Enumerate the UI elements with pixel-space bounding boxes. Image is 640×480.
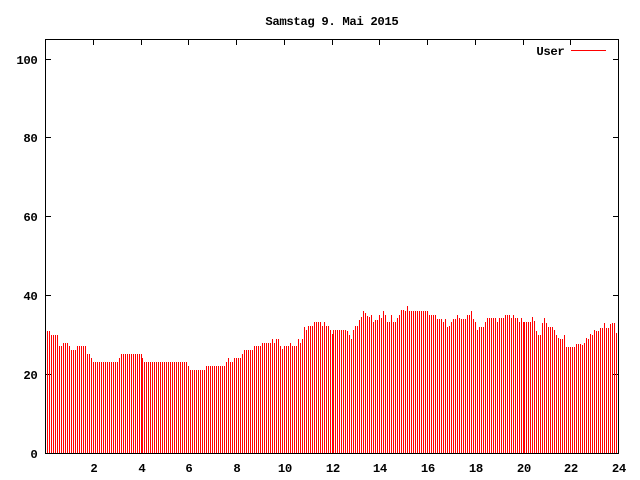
svg-text:16: 16 (421, 462, 435, 476)
svg-text:Samstag 9. Mai 2015: Samstag 9. Mai 2015 (265, 15, 398, 29)
svg-text:40: 40 (23, 290, 37, 304)
svg-text:80: 80 (23, 132, 37, 146)
svg-text:12: 12 (326, 462, 340, 476)
svg-text:18: 18 (469, 462, 483, 476)
svg-text:0: 0 (30, 448, 37, 462)
svg-text:2: 2 (90, 462, 97, 476)
svg-text:User: User (536, 45, 564, 59)
svg-text:100: 100 (16, 54, 37, 68)
svg-text:4: 4 (138, 462, 146, 476)
svg-text:6: 6 (185, 462, 192, 476)
svg-text:8: 8 (233, 462, 240, 476)
svg-text:22: 22 (564, 462, 578, 476)
svg-text:60: 60 (23, 211, 37, 225)
svg-text:20: 20 (517, 462, 531, 476)
svg-text:14: 14 (373, 462, 388, 476)
svg-text:20: 20 (23, 369, 37, 383)
svg-text:24: 24 (612, 462, 627, 476)
svg-text:10: 10 (278, 462, 292, 476)
